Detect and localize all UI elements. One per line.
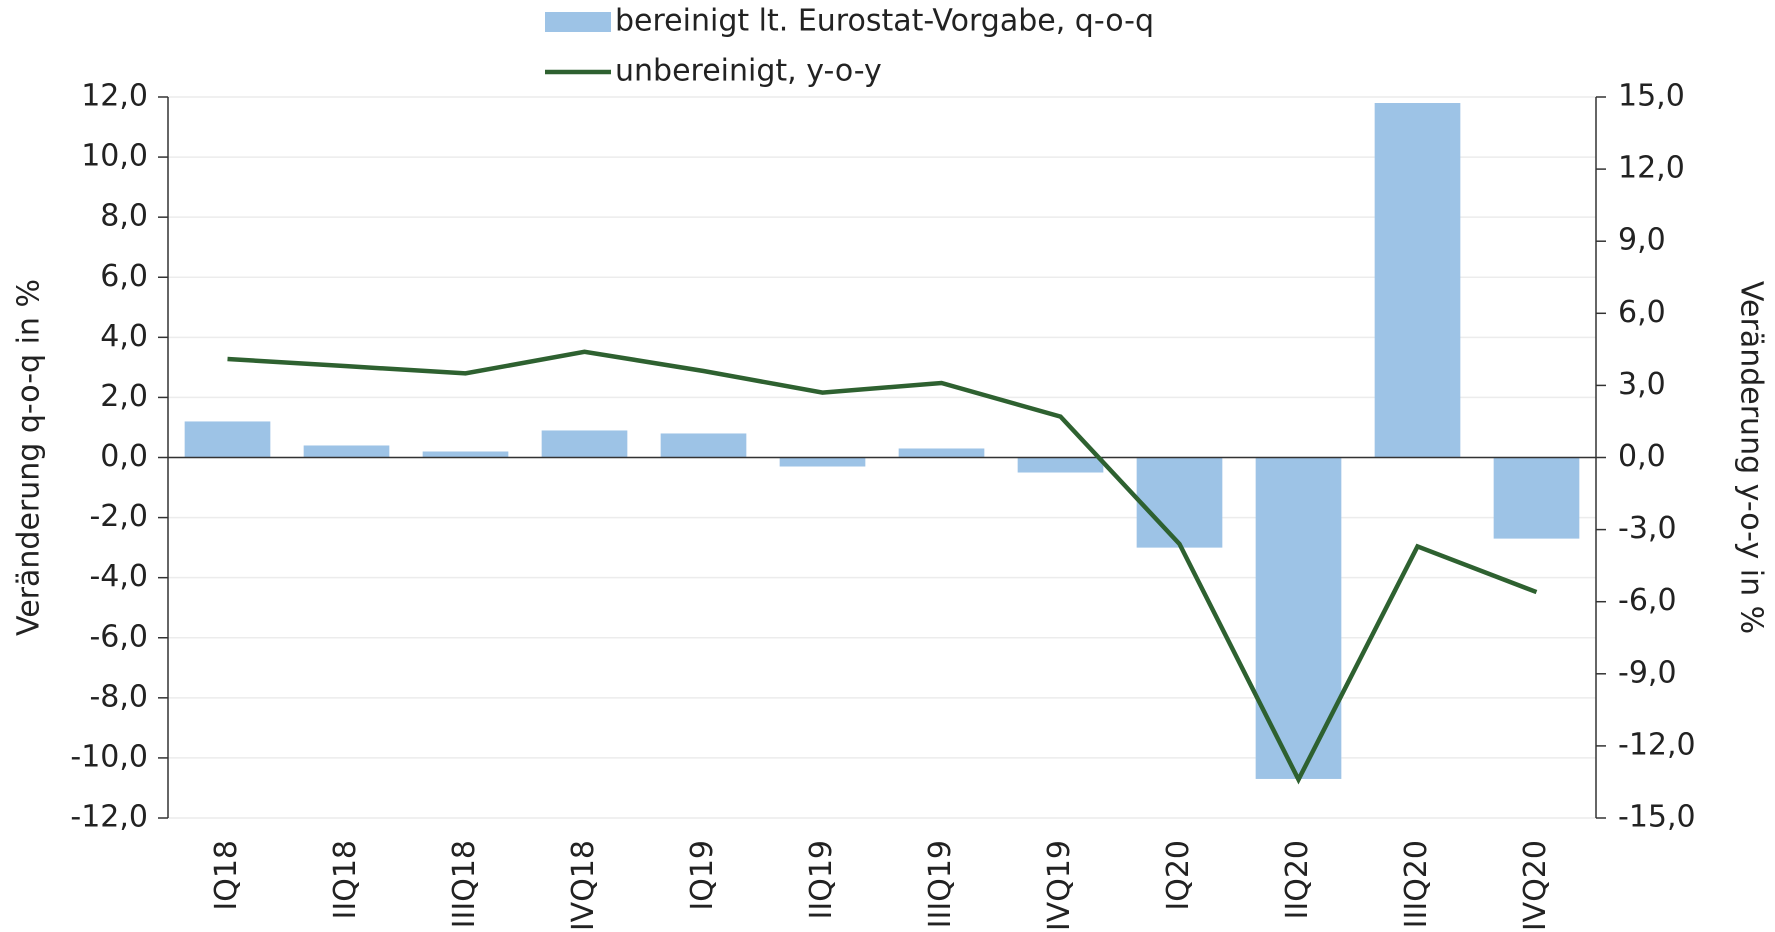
x-tick-label: IQ19 — [685, 840, 720, 911]
bar — [1136, 457, 1223, 548]
x-tick-label: IIQ20 — [1280, 840, 1315, 919]
line — [227, 349, 1538, 785]
legend-swatch — [545, 12, 611, 32]
y-tick-label: -6,0 — [89, 619, 148, 654]
y-tick-label: 12,0 — [81, 79, 148, 114]
y-tick-label: 6,0 — [100, 259, 148, 294]
y-tick-label: 8,0 — [100, 199, 148, 234]
legend-label: unbereinigt, y-o-y — [615, 54, 882, 89]
x-tick-label: IIQ18 — [328, 840, 363, 919]
x-tick-label: IIQ19 — [804, 840, 839, 919]
y2-tick-label: 6,0 — [1618, 295, 1666, 330]
y2-tick-label: -15,0 — [1618, 800, 1696, 835]
y-tick-label: -10,0 — [70, 739, 148, 774]
bar — [1255, 457, 1342, 779]
y2-tick-label: -3,0 — [1618, 511, 1677, 546]
x-tick-label: IQ20 — [1161, 840, 1196, 911]
y-tick-label: -8,0 — [89, 679, 148, 714]
bar — [660, 433, 747, 458]
bar — [541, 430, 628, 458]
y2-axis-title: Veränderung y-o-y in % — [1734, 281, 1769, 634]
bar — [898, 448, 985, 458]
bar — [303, 445, 390, 458]
y2-tick-label: 9,0 — [1618, 223, 1666, 258]
y2-tick-label: 15,0 — [1618, 79, 1685, 114]
x-tick-label: IQ18 — [209, 840, 244, 911]
y2-tick-label: 3,0 — [1618, 367, 1666, 402]
y2-tick-label: -9,0 — [1618, 655, 1677, 690]
y-tick-label: 2,0 — [100, 379, 148, 414]
y-axis-title: Veränderung q-o-q in % — [12, 279, 47, 636]
x-tick-label: IIIQ20 — [1399, 840, 1434, 928]
y2-tick-label: -6,0 — [1618, 583, 1677, 618]
bar — [422, 451, 509, 458]
y2-tick-label: 0,0 — [1618, 439, 1666, 474]
y-tick-label: -12,0 — [70, 800, 148, 835]
x-tick-label: IVQ20 — [1518, 840, 1553, 931]
y-tick-label: -2,0 — [89, 499, 148, 534]
x-tick-label: IIIQ18 — [447, 840, 482, 928]
bar — [1017, 457, 1104, 473]
y2-tick-label: 12,0 — [1618, 151, 1685, 186]
x-tick-label: IVQ19 — [1042, 840, 1077, 931]
legend-label: bereinigt lt. Eurostat-Vorgabe, q-o-q — [615, 4, 1154, 39]
bar — [1374, 103, 1461, 458]
y-tick-label: 0,0 — [100, 439, 148, 474]
bar — [184, 421, 271, 458]
y2-tick-label: -12,0 — [1618, 727, 1696, 762]
y-tick-label: -4,0 — [89, 559, 148, 594]
bar — [1493, 457, 1580, 539]
bar — [779, 457, 866, 467]
y-tick-label: 10,0 — [81, 139, 148, 174]
y-tick-label: 4,0 — [100, 319, 148, 354]
x-tick-label: IIIQ19 — [923, 840, 958, 928]
x-tick-label: IVQ18 — [566, 840, 601, 931]
